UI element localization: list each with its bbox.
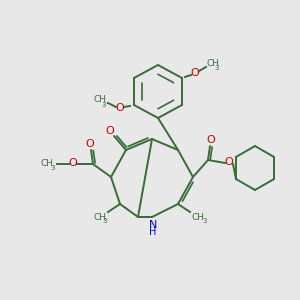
Text: 3: 3 bbox=[102, 102, 106, 108]
Text: CH: CH bbox=[206, 58, 220, 68]
Text: O: O bbox=[85, 139, 94, 149]
Text: H: H bbox=[149, 227, 157, 237]
Text: CH: CH bbox=[191, 212, 205, 221]
Text: O: O bbox=[116, 103, 124, 113]
Text: O: O bbox=[106, 126, 114, 136]
Text: O: O bbox=[207, 135, 215, 145]
Text: O: O bbox=[225, 157, 233, 167]
Text: 3: 3 bbox=[215, 65, 219, 71]
Text: CH: CH bbox=[40, 160, 53, 169]
Text: 3: 3 bbox=[203, 218, 207, 224]
Text: CH: CH bbox=[94, 95, 106, 104]
Text: CH: CH bbox=[94, 212, 106, 221]
Text: O: O bbox=[190, 68, 200, 78]
Text: N: N bbox=[149, 220, 157, 230]
Text: 3: 3 bbox=[103, 218, 107, 224]
Text: O: O bbox=[69, 158, 77, 168]
Text: 3: 3 bbox=[51, 165, 55, 171]
